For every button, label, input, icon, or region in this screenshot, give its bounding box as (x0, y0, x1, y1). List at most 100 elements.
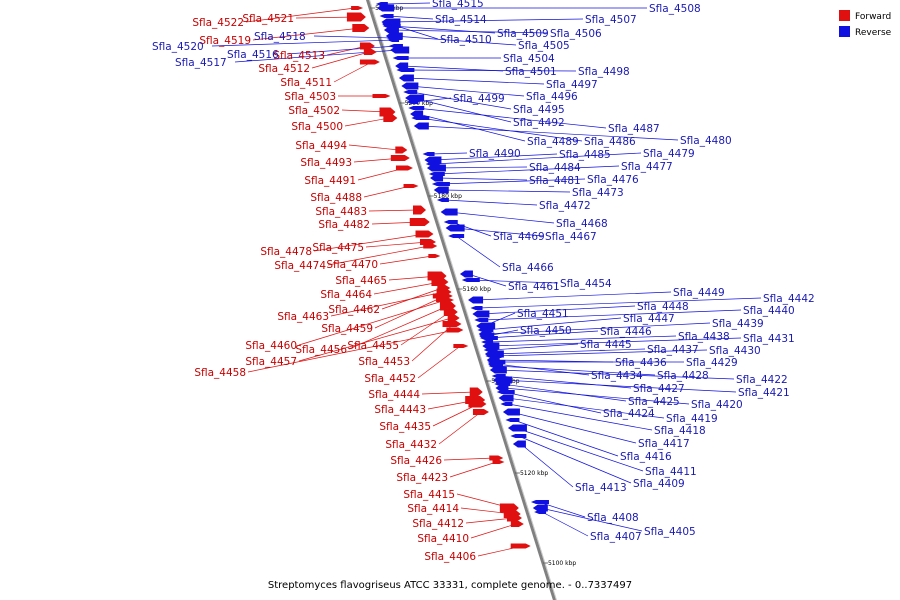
reverse-gene-label[interactable]: Sfla_4416 (620, 451, 672, 463)
reverse-gene-label[interactable]: Sfla_4507 (585, 14, 637, 26)
reverse-gene-label[interactable]: Sfla_4473 (572, 187, 624, 199)
forward-gene-labels[interactable]: Sfla_4522Sfla_4521Sfla_4519Sfla_4513Sfla… (192, 13, 476, 563)
reverse-gene-label[interactable]: Sfla_4509 (497, 28, 549, 40)
forward-gene-label[interactable]: Sfla_4406 (424, 551, 476, 563)
forward-gene-label[interactable]: Sfla_4412 (412, 518, 464, 530)
reverse-gene-label[interactable]: Sfla_4425 (628, 396, 680, 408)
forward-gene-label[interactable]: Sfla_4456 (295, 344, 347, 356)
reverse-gene-label[interactable]: Sfla_4461 (508, 281, 560, 293)
reverse-gene-label[interactable]: Sfla_4447 (623, 313, 675, 325)
reverse-gene-label[interactable]: Sfla_4520 (152, 41, 204, 53)
reverse-gene-label[interactable]: Sfla_4510 (440, 34, 492, 46)
reverse-gene-label[interactable]: Sfla_4440 (743, 305, 795, 317)
reverse-gene-label[interactable]: Sfla_4497 (546, 79, 598, 91)
reverse-gene-label[interactable]: Sfla_4454 (560, 278, 612, 290)
reverse-gene-label[interactable]: Sfla_4427 (633, 383, 685, 395)
reverse-gene-label[interactable]: Sfla_4498 (578, 66, 630, 78)
reverse-gene-label[interactable]: Sfla_4439 (712, 318, 764, 330)
forward-gene-label[interactable]: Sfla_4475 (312, 242, 364, 254)
forward-gene-label[interactable]: Sfla_4443 (374, 404, 426, 416)
forward-gene-label[interactable]: Sfla_4503 (284, 91, 336, 103)
forward-gene-label[interactable]: Sfla_4459 (321, 323, 373, 335)
reverse-gene-labels[interactable]: Sfla_4515 Sfla_4508 Sfla_4514 Sfla_4507 Sfla… (152, 0, 815, 543)
reverse-gene-label[interactable]: Sfla_4429 (686, 357, 738, 369)
reverse-gene-label[interactable]: Sfla_4515 (432, 0, 484, 10)
forward-gene-label[interactable]: Sfla_4512 (258, 63, 310, 75)
reverse-gene-label[interactable]: Sfla_4446 (600, 326, 652, 338)
reverse-gene-label[interactable]: Sfla_4466 (502, 262, 554, 274)
reverse-gene-label[interactable]: Sfla_4492 (513, 117, 565, 129)
forward-gene-label[interactable]: Sfla_4423 (396, 472, 448, 484)
forward-gene-label[interactable]: Sfla_4513 (273, 50, 325, 62)
forward-gene-label[interactable]: Sfla_4435 (379, 421, 431, 433)
forward-gene-label[interactable]: Sfla_4426 (390, 455, 442, 467)
forward-gene-label[interactable]: Sfla_4460 (245, 340, 297, 352)
reverse-gene-label[interactable]: Sfla_4468 (556, 218, 608, 230)
reverse-gene-label[interactable]: Sfla_4499 (453, 93, 505, 105)
forward-gene-label[interactable]: Sfla_4494 (295, 140, 347, 152)
reverse-gene-label[interactable]: Sfla_4490 (469, 148, 521, 160)
forward-gene-label[interactable]: Sfla_4491 (304, 175, 356, 187)
reverse-gene-label[interactable]: Sfla_4407 (590, 531, 642, 543)
forward-gene-label[interactable]: Sfla_4502 (288, 105, 340, 117)
reverse-gene-label[interactable]: Sfla_4484 (529, 162, 581, 174)
reverse-gene-label[interactable]: Sfla_4489 (527, 136, 579, 148)
forward-gene-label[interactable]: Sfla_4463 (277, 311, 329, 323)
reverse-gene-label[interactable]: Sfla_4496 (526, 91, 578, 103)
reverse-gene-label[interactable]: Sfla_4479 (643, 148, 695, 160)
forward-gene-label[interactable]: Sfla_4470 (326, 259, 378, 271)
forward-gene-label[interactable]: Sfla_4432 (385, 439, 437, 451)
reverse-gene-label[interactable]: Sfla_4469 (493, 231, 545, 243)
reverse-gene-label[interactable]: Sfla_4428 (657, 370, 709, 382)
forward-gene-label[interactable]: Sfla_4474 (274, 260, 326, 272)
reverse-gene-label[interactable]: Sfla_4431 (743, 333, 795, 345)
forward-gene-label[interactable]: Sfla_4493 (300, 157, 352, 169)
forward-gene-label[interactable]: Sfla_4478 (260, 246, 312, 258)
reverse-gene-label[interactable]: Sfla_4408 (587, 512, 639, 524)
forward-gene-label[interactable]: Sfla_4410 (417, 533, 469, 545)
forward-gene-label[interactable]: Sfla_4458 (194, 367, 246, 379)
reverse-gene-label[interactable]: Sfla_4442 (763, 293, 815, 305)
forward-gene-label[interactable]: Sfla_4414 (407, 503, 459, 515)
reverse-gene-label[interactable]: Sfla_4504 (503, 53, 555, 65)
reverse-gene-label[interactable]: Sfla_4472 (539, 200, 591, 212)
reverse-gene-label[interactable]: Sfla_4501 (505, 66, 557, 78)
reverse-gene-label[interactable]: Sfla_4450 (520, 325, 572, 337)
forward-gene-label[interactable]: Sfla_4511 (280, 77, 332, 89)
forward-gene-label[interactable]: Sfla_4521 (242, 13, 294, 25)
reverse-gene-label[interactable]: Sfla_4476 (587, 174, 639, 186)
forward-gene-label[interactable]: Sfla_4482 (318, 219, 370, 231)
reverse-gene-label[interactable]: Sfla_4436 (615, 357, 667, 369)
forward-gene-label[interactable]: Sfla_4483 (315, 206, 367, 218)
forward-gene-label[interactable]: Sfla_4462 (328, 304, 380, 316)
reverse-gene-label[interactable]: Sfla_4405 (644, 526, 696, 538)
reverse-gene-label[interactable]: Sfla_4421 (738, 387, 790, 399)
forward-gene-label[interactable]: Sfla_4453 (358, 356, 410, 368)
reverse-gene-label[interactable]: Sfla_4477 (621, 161, 673, 173)
reverse-gene-label[interactable]: Sfla_4411 (645, 466, 697, 478)
reverse-gene-label[interactable]: Sfla_4467 (545, 231, 597, 243)
reverse-gene-label[interactable]: Sfla_4418 (654, 425, 706, 437)
reverse-gene-label[interactable]: Sfla_4486 (584, 136, 636, 148)
forward-gene-label[interactable]: Sfla_4465 (335, 275, 387, 287)
reverse-gene-label[interactable]: Sfla_4448 (637, 301, 689, 313)
reverse-gene-label[interactable]: Sfla_4495 (513, 104, 565, 116)
forward-gene-label[interactable]: Sfla_4415 (403, 489, 455, 501)
reverse-gene-label[interactable]: Sfla_4419 (666, 413, 718, 425)
reverse-gene-label[interactable]: Sfla_4409 (633, 478, 685, 490)
reverse-gene-label[interactable]: Sfla_4516 (227, 49, 279, 61)
reverse-gene-label[interactable]: Sfla_4451 (517, 308, 569, 320)
forward-gene-label[interactable]: Sfla_4522 (192, 17, 244, 29)
forward-gene-label[interactable]: Sfla_4444 (368, 389, 420, 401)
reverse-gene-label[interactable]: Sfla_4413 (575, 482, 627, 494)
reverse-gene-label[interactable]: Sfla_4485 (559, 149, 611, 161)
forward-gene-label[interactable]: Sfla_4488 (310, 192, 362, 204)
reverse-gene-label[interactable]: Sfla_4422 (736, 374, 788, 386)
reverse-gene-label[interactable]: Sfla_4506 (550, 28, 602, 40)
reverse-gene-label[interactable]: Sfla_4487 (608, 123, 660, 135)
forward-gene-label[interactable]: Sfla_4452 (364, 373, 416, 385)
forward-gene-label[interactable]: Sfla_4464 (320, 289, 372, 301)
forward-gene-label[interactable]: Sfla_4455 (347, 340, 399, 352)
reverse-gene-label[interactable]: Sfla_4449 (673, 287, 725, 299)
reverse-gene-label[interactable]: Sfla_4514 (435, 14, 487, 26)
